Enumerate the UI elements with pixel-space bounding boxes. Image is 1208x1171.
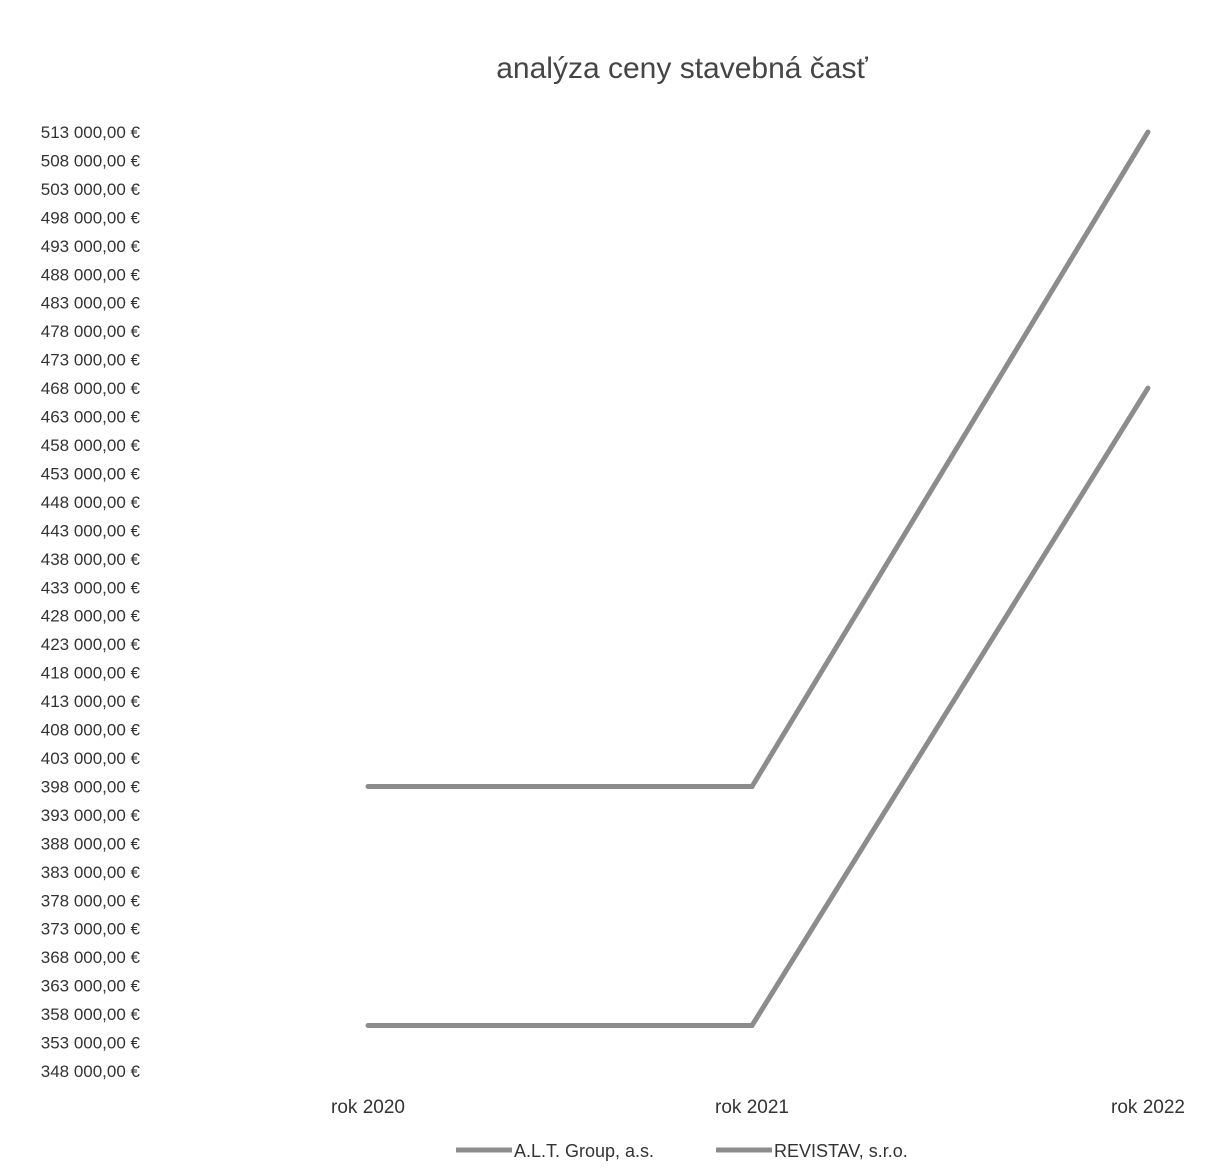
x-tick-label: rok 2021 bbox=[715, 1097, 789, 1118]
y-tick-label: 393 000,00 € bbox=[41, 806, 141, 825]
y-tick-label: 408 000,00 € bbox=[41, 721, 141, 740]
y-tick-label: 363 000,00 € bbox=[41, 977, 141, 996]
x-tick-label: rok 2020 bbox=[331, 1097, 405, 1118]
legend-item: A.L.T. Group, a.s. bbox=[456, 1141, 654, 1161]
y-tick-label: 463 000,00 € bbox=[41, 408, 141, 427]
y-tick-label: 418 000,00 € bbox=[41, 664, 141, 683]
y-tick-label: 473 000,00 € bbox=[41, 351, 141, 370]
x-axis: rok 2020 rok 2021 rok 2022 bbox=[331, 1097, 1185, 1118]
y-tick-label: 468 000,00 € bbox=[41, 379, 141, 398]
legend-label: REVISTAV, s.r.o. bbox=[774, 1141, 908, 1161]
y-tick-label: 448 000,00 € bbox=[41, 493, 141, 512]
y-tick-label: 483 000,00 € bbox=[41, 294, 141, 313]
y-tick-label: 503 000,00 € bbox=[41, 180, 141, 199]
y-tick-label: 453 000,00 € bbox=[41, 464, 141, 483]
chart-title: analýza ceny stavebná časť bbox=[496, 52, 868, 85]
y-tick-label: 493 000,00 € bbox=[41, 237, 141, 256]
y-tick-label: 443 000,00 € bbox=[41, 521, 141, 540]
y-tick-label: 498 000,00 € bbox=[41, 208, 141, 227]
y-tick-label: 383 000,00 € bbox=[41, 863, 141, 882]
y-tick-label: 413 000,00 € bbox=[41, 692, 141, 711]
x-tick-label: rok 2022 bbox=[1111, 1097, 1185, 1118]
y-tick-label: 368 000,00 € bbox=[41, 948, 141, 967]
legend: A.L.T. Group, a.s. REVISTAV, s.r.o. bbox=[456, 1141, 908, 1161]
series-line-0 bbox=[365, 129, 1151, 789]
y-tick-label: 428 000,00 € bbox=[41, 607, 141, 626]
y-tick-label: 353 000,00 € bbox=[41, 1034, 141, 1053]
y-tick-label: 513 000,00 € bbox=[41, 123, 141, 142]
y-tick-label: 478 000,00 € bbox=[41, 322, 141, 341]
y-tick-label: 403 000,00 € bbox=[41, 749, 141, 768]
y-axis: 513 000,00 € 508 000,00 € 503 000,00 € 498 … bbox=[41, 123, 141, 1081]
y-tick-label: 438 000,00 € bbox=[41, 550, 141, 569]
y-tick-label: 488 000,00 € bbox=[41, 265, 141, 284]
y-tick-label: 433 000,00 € bbox=[41, 578, 141, 597]
plot-area bbox=[365, 129, 1151, 1028]
y-tick-label: 508 000,00 € bbox=[41, 151, 141, 170]
y-tick-label: 348 000,00 € bbox=[41, 1062, 141, 1081]
y-tick-label: 388 000,00 € bbox=[41, 834, 141, 853]
legend-label: A.L.T. Group, a.s. bbox=[514, 1141, 654, 1161]
legend-item: REVISTAV, s.r.o. bbox=[716, 1141, 908, 1161]
y-tick-label: 398 000,00 € bbox=[41, 777, 141, 796]
series-line-1 bbox=[365, 385, 1151, 1028]
y-tick-label: 423 000,00 € bbox=[41, 635, 141, 654]
y-tick-label: 358 000,00 € bbox=[41, 1005, 141, 1024]
y-tick-label: 458 000,00 € bbox=[41, 436, 141, 455]
y-tick-label: 373 000,00 € bbox=[41, 920, 141, 939]
y-tick-label: 378 000,00 € bbox=[41, 891, 141, 910]
